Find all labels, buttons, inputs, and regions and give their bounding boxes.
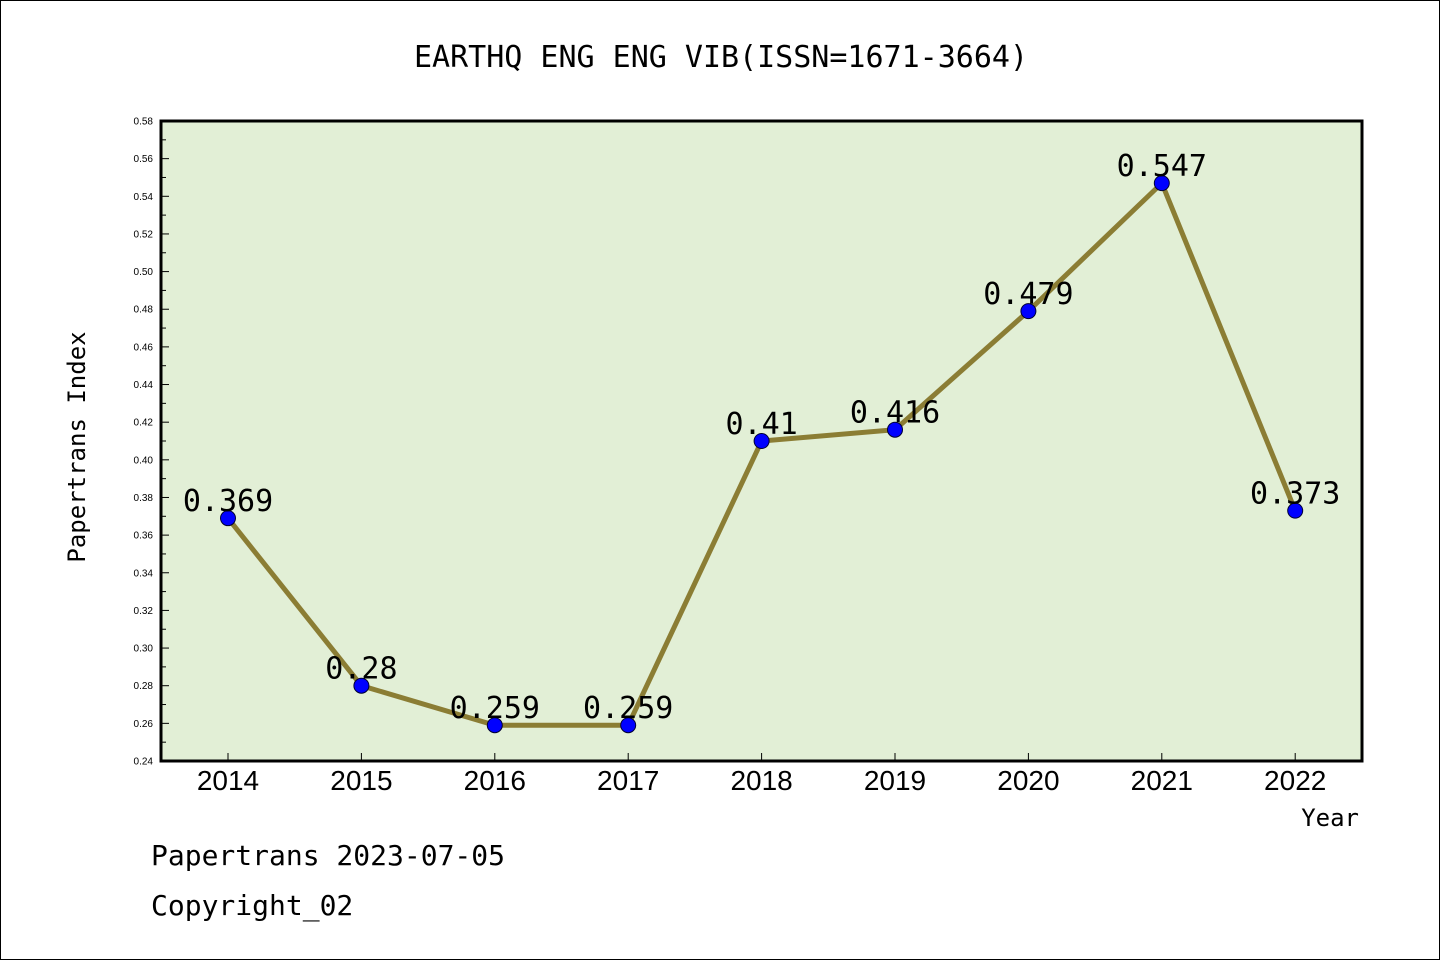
data-label: 0.416	[850, 396, 940, 431]
y-tick-label: 0.58	[134, 117, 154, 128]
y-axis-label: Papertrans Index	[63, 331, 91, 562]
footer-copyright: Copyright_02	[151, 889, 353, 923]
y-tick-label: 0.28	[134, 681, 154, 692]
y-tick-label: 0.24	[134, 757, 154, 768]
y-tick-label: 0.36	[134, 531, 154, 542]
x-tick-label: 2014	[197, 765, 259, 796]
x-tick-label: 2015	[330, 765, 392, 796]
x-tick-label: 2018	[730, 765, 792, 796]
data-label: 0.259	[450, 691, 540, 726]
x-tick-label: 2017	[597, 765, 659, 796]
y-tick-label: 0.30	[134, 644, 154, 655]
data-point	[486, 717, 503, 734]
data-label: 0.547	[1117, 149, 1207, 184]
chart-title: EARTHQ ENG ENG VIB(ISSN=1671-3664)	[414, 40, 1028, 75]
y-tick-label: 0.44	[134, 380, 154, 391]
data-point	[1287, 502, 1304, 519]
data-point	[1020, 303, 1037, 320]
x-tick-label: 2022	[1264, 765, 1326, 796]
x-axis-label: Year	[1301, 804, 1359, 832]
y-tick-label: 0.42	[134, 418, 154, 429]
data-point	[620, 717, 637, 734]
data-point	[753, 433, 770, 449]
y-axis: 0.24 0.26 0.28 0.30 0.32 0.34 0.36 0.38 0.40 0.42…	[134, 117, 169, 768]
data-label: 0.41	[725, 407, 797, 442]
data-label: 0.259	[583, 691, 673, 726]
x-tick-label: 2016	[464, 765, 526, 796]
x-tick-label: 2019	[864, 765, 926, 796]
x-axis: 2014 2015 2016 2017 2018 2019 2020 2021 2022	[197, 753, 1326, 796]
data-point	[220, 510, 236, 527]
data-label: 0.369	[183, 484, 273, 519]
x-tick-label: 2021	[1131, 765, 1193, 796]
y-tick-label: 0.56	[134, 154, 154, 165]
data-point	[1153, 175, 1170, 192]
data-point	[353, 677, 370, 694]
y-tick-label: 0.54	[134, 192, 154, 203]
y-tick-label: 0.32	[134, 606, 154, 617]
y-tick-label: 0.34	[134, 568, 154, 579]
data-label: 0.479	[983, 277, 1073, 312]
y-tick-label: 0.26	[134, 719, 154, 730]
x-tick-label: 2020	[997, 765, 1059, 796]
y-tick-label: 0.40	[134, 455, 154, 466]
data-label: 0.28	[325, 652, 397, 687]
data-markers	[220, 175, 1304, 734]
data-labels: 0.369 0.28 0.259 0.259 0.41 0.416 0.479 0.547 0.…	[183, 149, 1341, 726]
y-tick-label: 0.46	[134, 342, 154, 353]
y-tick-label: 0.48	[134, 305, 154, 316]
data-label: 0.373	[1250, 477, 1340, 512]
footer-date: Papertrans 2023-07-05	[151, 839, 505, 872]
data-point	[887, 421, 903, 438]
y-tick-label: 0.50	[134, 267, 154, 278]
y-tick-label: 0.38	[134, 493, 154, 504]
y-tick-label: 0.52	[134, 229, 154, 240]
